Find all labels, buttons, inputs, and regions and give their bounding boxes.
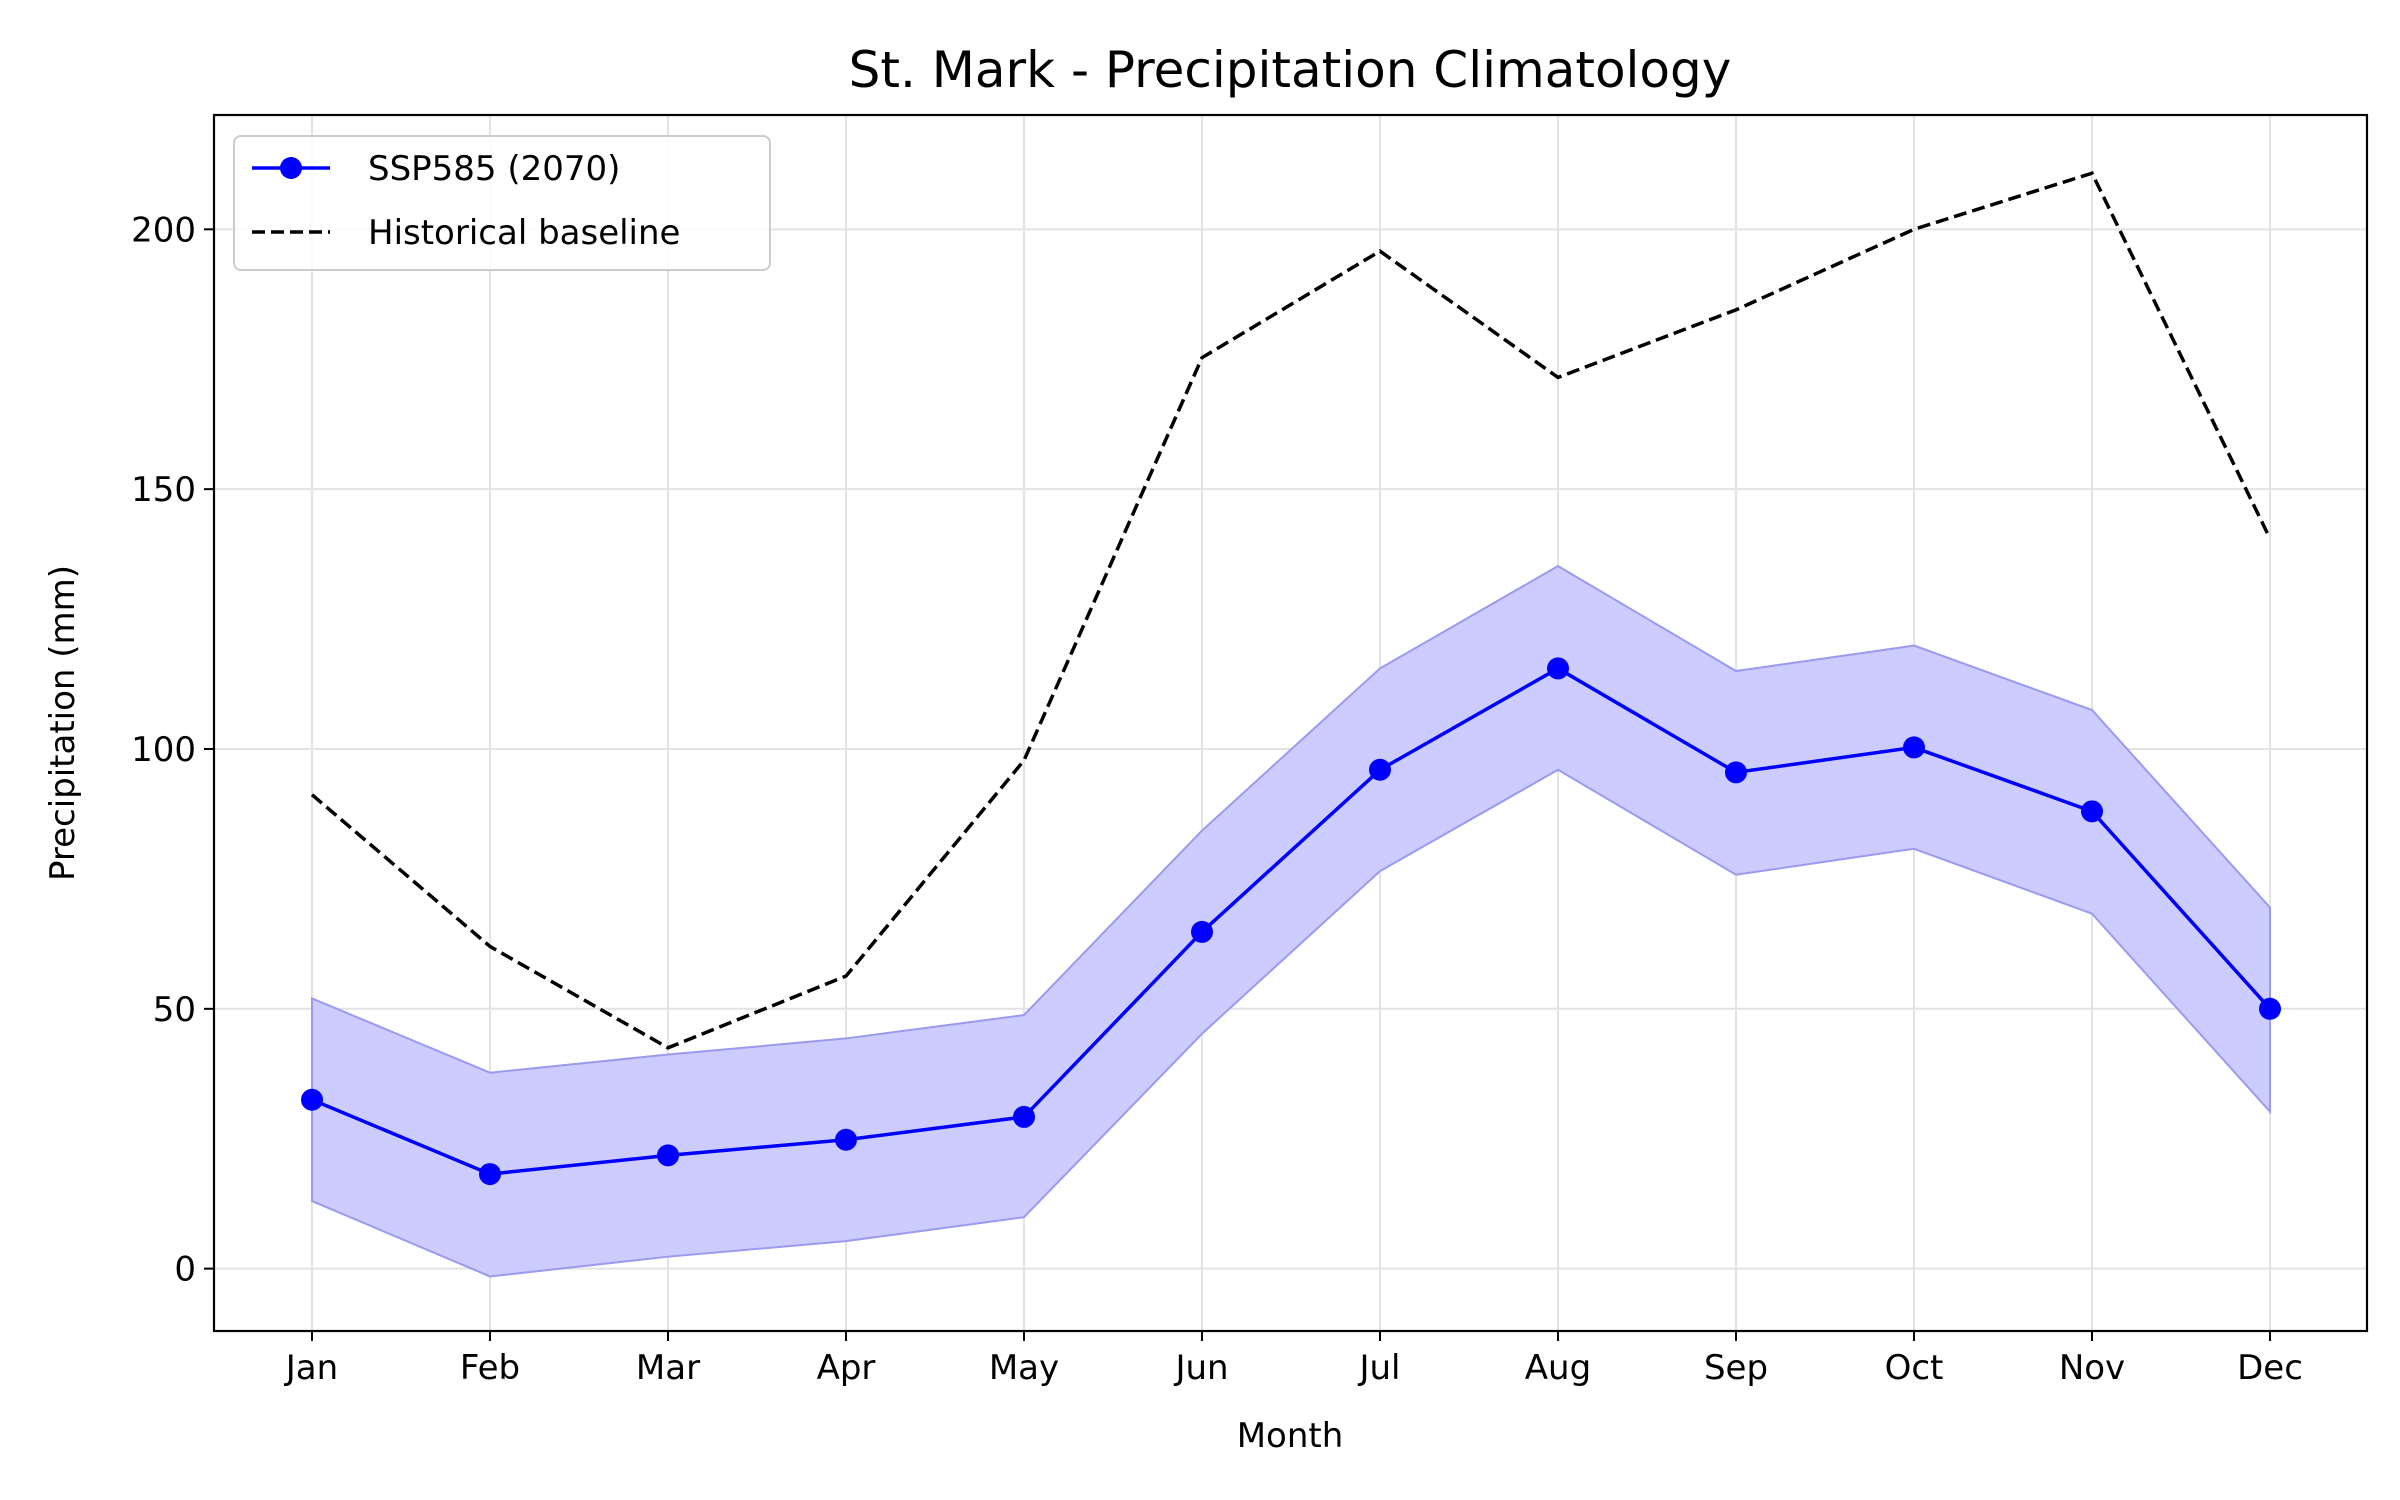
legend-label-historical: Historical baseline <box>368 213 680 253</box>
chart-title: St. Mark - Precipitation Climatology <box>849 41 1732 99</box>
x-tick-label-nov: Nov <box>2059 1348 2125 1388</box>
y-tick-label-200: 200 <box>131 210 196 250</box>
legend: SSP585 (2070) Historical baseline <box>233 135 771 271</box>
y-tick-label-150: 150 <box>131 470 196 510</box>
grid-lines <box>214 115 2367 1331</box>
y-tick-label-0: 0 <box>174 1250 196 1290</box>
x-tick-label-may: May <box>989 1348 1059 1388</box>
x-tick-label-jan: Jan <box>284 1348 338 1388</box>
x-tick-label-dec: Dec <box>2237 1348 2303 1388</box>
ssp585-uncertainty-band <box>311 564 2271 1278</box>
ssp585-point-feb <box>479 1163 501 1186</box>
ssp585-band <box>311 564 2271 1278</box>
x-tick-label-jun: Jun <box>1173 1348 1228 1388</box>
ssp585-point-sep <box>1725 761 1747 784</box>
x-tick-label-mar: Mar <box>636 1348 700 1388</box>
ssp585-point-jul <box>1369 758 1391 781</box>
x-tick-label-oct: Oct <box>1885 1348 1944 1388</box>
x-tick-label-aug: Aug <box>1525 1348 1591 1388</box>
x-tick-label-feb: Feb <box>460 1348 520 1388</box>
x-axis: Jan Feb Mar Apr May Jun Jul Aug Sep Oct Nov Dec <box>284 1331 2303 1388</box>
ssp585-point-jan <box>301 1088 323 1111</box>
y-axis-title: Precipitation (mm) <box>43 565 83 881</box>
legend-label-ssp585: SSP585 (2070) <box>368 149 620 189</box>
legend-marker-ssp585 <box>280 157 302 179</box>
ssp585-line <box>311 666 2272 1176</box>
ssp585-point-may <box>1013 1105 1035 1128</box>
ssp585-series <box>301 657 2281 1186</box>
x-tick-label-apr: Apr <box>817 1348 876 1388</box>
plot-frame <box>212 113 2369 1333</box>
historical-baseline-series <box>310 171 2272 1050</box>
ssp585-point-mar <box>657 1144 679 1167</box>
ssp585-point-apr <box>835 1128 857 1151</box>
ssp585-point-nov <box>2081 800 2103 823</box>
y-tick-label-50: 50 <box>153 990 196 1030</box>
x-tick-label-sep: Sep <box>1704 1348 1768 1388</box>
y-axis: 0 50 100 150 200 <box>131 210 214 1290</box>
ssp585-point-dec <box>2259 997 2281 1020</box>
legend-box <box>233 135 771 271</box>
historical-baseline-line <box>310 171 2272 1050</box>
ssp585-point-aug <box>1547 657 1569 680</box>
y-tick-label-100: 100 <box>131 730 196 770</box>
x-tick-label-jul: Jul <box>1357 1348 1400 1388</box>
x-axis-title: Month <box>1237 1416 1344 1456</box>
ssp585-point-jun <box>1191 920 1213 943</box>
ssp585-point-oct <box>1903 736 1925 759</box>
